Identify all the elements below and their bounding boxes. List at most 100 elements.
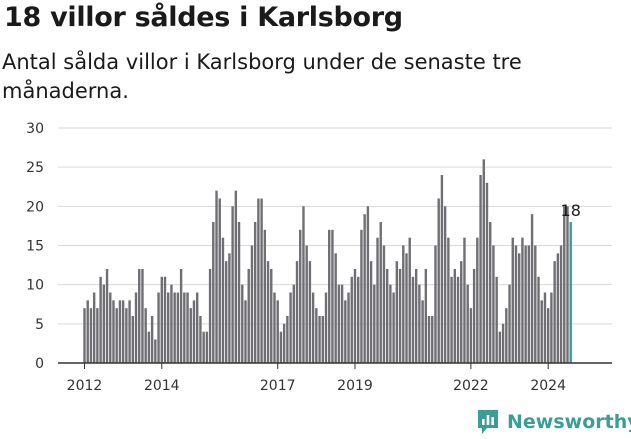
- bar: [231, 206, 234, 363]
- bar: [353, 269, 357, 363]
- bar: [192, 300, 196, 363]
- bar: [154, 339, 157, 363]
- bar: [305, 245, 308, 363]
- bar: [208, 269, 212, 363]
- bar: [112, 300, 115, 363]
- bar: [392, 292, 395, 363]
- bar: [292, 284, 295, 363]
- bar: [241, 284, 244, 363]
- bar: [543, 292, 547, 363]
- bar: [373, 284, 376, 363]
- bar: [324, 292, 328, 363]
- bar: [173, 292, 176, 363]
- bar: [138, 269, 141, 363]
- bar: [186, 292, 189, 363]
- bar: [463, 237, 466, 363]
- bar: [563, 206, 566, 363]
- bar: [247, 269, 250, 363]
- bar: [202, 331, 205, 363]
- bar: [196, 292, 199, 363]
- bar: [431, 316, 434, 363]
- bar: [456, 276, 460, 363]
- bar: [253, 222, 257, 363]
- bar: [530, 214, 534, 363]
- bar: [508, 284, 511, 363]
- bar: [556, 253, 560, 363]
- bar: [402, 245, 405, 363]
- bar: [328, 229, 331, 363]
- y-tick-label: 10: [26, 278, 44, 294]
- bar: [141, 269, 144, 363]
- bar: [440, 175, 444, 363]
- bar: [437, 198, 440, 363]
- chart-subtitle: Antal sålda villor i Karlsborg under de …: [2, 50, 522, 103]
- bar: [160, 276, 163, 363]
- bars: [83, 159, 572, 363]
- bar: [179, 269, 183, 363]
- y-tick-label: 25: [26, 160, 44, 176]
- x-tick-label: 2017: [260, 378, 296, 394]
- bar: [331, 229, 334, 363]
- bar: [498, 331, 502, 363]
- bar: [379, 222, 382, 363]
- bar: [218, 198, 221, 363]
- bar: [125, 308, 128, 363]
- bar: [311, 292, 315, 363]
- brand-name: Newsworthy: [507, 411, 631, 433]
- bar: [521, 237, 524, 363]
- bar: [453, 269, 456, 363]
- bar: [369, 261, 373, 363]
- bar: [550, 292, 553, 363]
- bar: [92, 292, 96, 363]
- bar: [189, 308, 192, 363]
- bar: [447, 237, 450, 363]
- bar: [128, 300, 131, 363]
- bar: [83, 308, 86, 363]
- x-tick-label: 2019: [337, 378, 373, 394]
- bar: [282, 323, 286, 363]
- bar: [286, 316, 289, 363]
- bar: [144, 308, 147, 363]
- bar: [109, 292, 112, 363]
- bar: [376, 237, 379, 363]
- bar: [524, 245, 527, 363]
- bar-highlight: [569, 222, 572, 363]
- y-axis: 0 5 10 15 20 25 30: [26, 121, 44, 372]
- bar: [347, 292, 350, 363]
- bar: [405, 253, 408, 363]
- bar: [382, 245, 386, 363]
- bar: [537, 276, 540, 363]
- bar: [270, 269, 273, 363]
- bar: [337, 284, 341, 363]
- bar: [121, 300, 125, 363]
- newsworthy-brand: Newsworthy: [476, 408, 631, 436]
- bar: [479, 175, 482, 363]
- bar: [131, 316, 134, 363]
- bar: [99, 276, 102, 363]
- bar: [89, 308, 93, 363]
- bar: [234, 190, 238, 363]
- bar: [424, 269, 428, 363]
- bar: [147, 331, 151, 363]
- bar: [295, 261, 299, 363]
- bar: [199, 316, 202, 363]
- bar: [250, 245, 254, 363]
- bar: [357, 276, 360, 363]
- bar: [102, 284, 106, 363]
- newsworthy-chart-logo-icon: [478, 410, 498, 434]
- bar: [492, 245, 495, 363]
- bar: [302, 206, 305, 363]
- bar: [163, 276, 167, 363]
- bar: [315, 308, 318, 363]
- bar: [482, 159, 485, 363]
- bar: [228, 253, 231, 363]
- bar: [450, 276, 453, 363]
- y-tick-label: 30: [26, 121, 44, 137]
- y-tick-label: 5: [35, 317, 44, 333]
- bar: [115, 308, 118, 363]
- x-axis: 2012 2014 2017 2019 2022 2024: [67, 363, 566, 394]
- bar: [414, 269, 418, 363]
- bar: [273, 292, 276, 363]
- bar: [421, 300, 424, 363]
- bar: [257, 198, 260, 363]
